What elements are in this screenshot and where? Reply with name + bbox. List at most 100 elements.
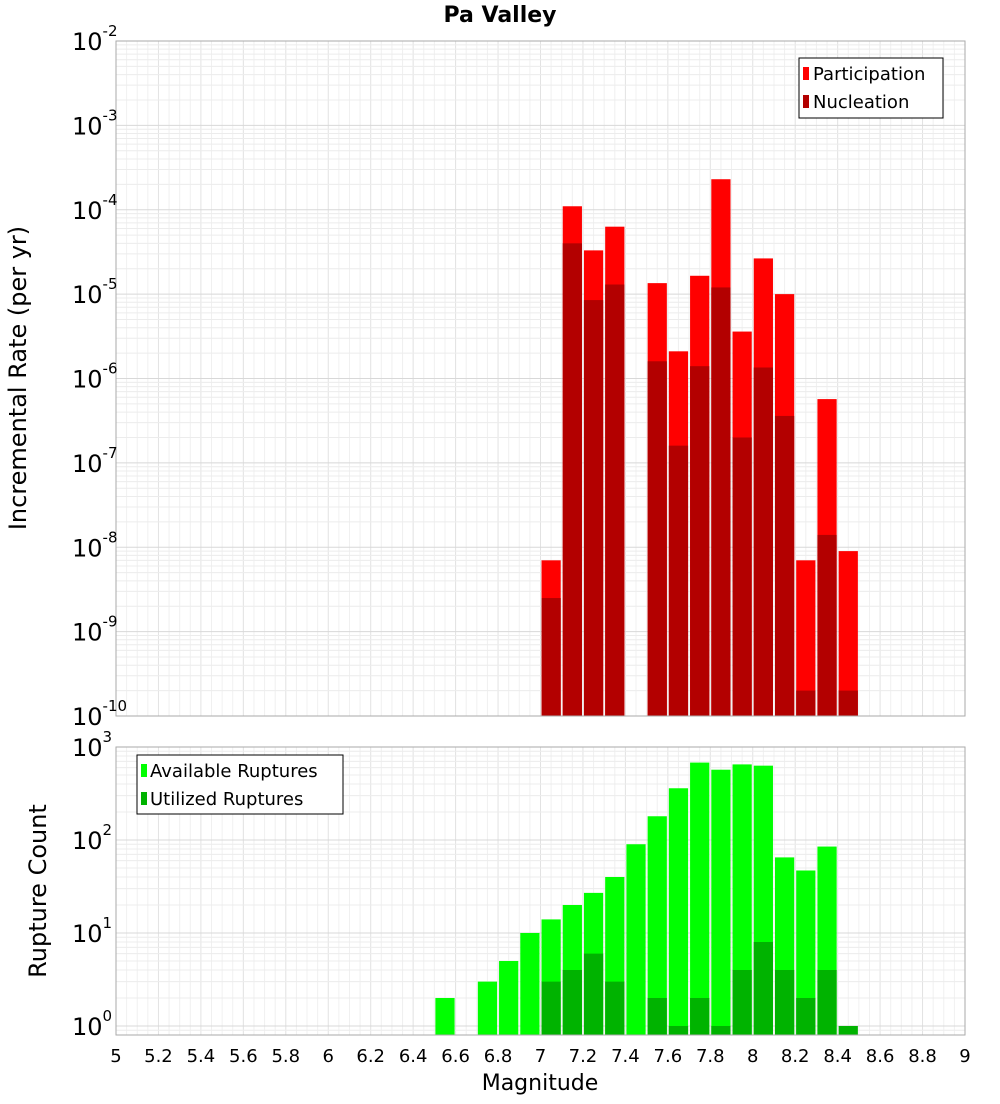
y-tick-label: 10-7 (72, 444, 118, 478)
top-y-tick-labels: 10-10 10-9 10-8 10-7 10-6 10-5 10-4 10-3 10-2 (72, 22, 127, 731)
bottom-bar-b (605, 981, 625, 1035)
x-tick-label: 6.6 (441, 1046, 470, 1067)
legend-participation-label: Participation (813, 64, 925, 85)
bottom-bar-a (647, 816, 667, 1035)
top-bar-b (605, 284, 625, 716)
x-tick-label: 7.6 (654, 1046, 683, 1067)
bottom-bar-b (583, 953, 604, 1035)
x-tick-label: 5 (110, 1046, 121, 1067)
y-tick-label: 10-8 (72, 528, 118, 562)
bottom-bar-b (753, 942, 773, 1035)
x-tick-label: 5.4 (187, 1046, 216, 1067)
x-tick-label: 6.8 (484, 1046, 513, 1067)
x-tick-label: 8.4 (823, 1046, 852, 1067)
bottom-legend-box (136, 754, 344, 815)
bottom-bar-a (796, 870, 816, 1035)
bottom-bar-a (690, 762, 710, 1035)
legend-nucleation-swatch (803, 95, 809, 108)
bottom-bar-b (690, 997, 710, 1035)
top-bar-b (562, 243, 582, 717)
top-grid (115, 40, 966, 717)
bottom-bar-b (541, 981, 561, 1035)
y-tick-label: 10-3 (72, 106, 118, 140)
bottom-bar-a (477, 981, 498, 1035)
bottom-bar-b (732, 969, 752, 1035)
y-tick-label: 10-4 (72, 191, 118, 225)
x-tick-label: 8.8 (908, 1046, 937, 1067)
top-legend: Participation Nucleation (798, 57, 944, 119)
bottom-bar-a (435, 997, 455, 1035)
bottom-bar-a (626, 844, 646, 1035)
bottom-bar-b (562, 969, 582, 1035)
x-tick-label: 6.2 (356, 1046, 385, 1067)
legend-nucleation-label: Nucleation (813, 92, 909, 113)
bottom-bar-a (668, 788, 689, 1035)
bottom-bar-b (668, 1025, 689, 1035)
top-panel: Pa Valley 10-1010-910-810-710-610-510-41… (4, 3, 966, 731)
x-tick-label: 5.2 (144, 1046, 173, 1067)
legend-available-label: Available Ruptures (150, 761, 318, 782)
bottom-bar-a (711, 769, 731, 1035)
y-tick-label: 100 (72, 1007, 112, 1041)
top-bar-b (583, 300, 604, 716)
top-bar-a (838, 551, 858, 716)
legend-participation-swatch (803, 67, 809, 80)
bottom-bar-b (711, 1025, 731, 1035)
top-bar-b (817, 534, 837, 716)
x-tick-label: 7 (535, 1046, 546, 1067)
y-tick-label: 103 (72, 728, 112, 762)
bottom-bars (435, 762, 858, 1035)
x-tick-label: 6 (323, 1046, 334, 1067)
y-tick-label: 101 (72, 914, 112, 948)
bottom-bar-b (774, 969, 795, 1035)
bottom-bar-b (817, 969, 837, 1035)
bottom-bar-a (732, 764, 752, 1035)
bottom-bar-a (520, 932, 540, 1035)
top-bar-b (838, 690, 858, 716)
x-tick-label: 7.4 (611, 1046, 640, 1067)
y-tick-label: 10-5 (72, 275, 118, 309)
bottom-legend: Available Ruptures Utilized Ruptures (136, 754, 344, 815)
y-tick-label: 102 (72, 821, 112, 855)
y-tick-label: 10-9 (72, 613, 118, 647)
top-plot-frame (115, 40, 966, 717)
top-bar-b (796, 690, 816, 716)
bottom-bar-b (796, 997, 816, 1035)
top-bar-b (774, 415, 795, 716)
legend-utilized-swatch (141, 792, 147, 805)
x-tick-label: 7.8 (696, 1046, 725, 1067)
legend-utilized-label: Utilized Ruptures (150, 789, 303, 810)
top-bar-a (796, 560, 816, 716)
bottom-y-tick-labels: 100 101 102 103 (72, 728, 112, 1041)
top-bars (541, 179, 858, 717)
top-bar-b (541, 598, 561, 716)
bottom-bar-b (838, 1025, 858, 1035)
x-tick-labels: 5 5.2 5.4 5.6 5.8 6 6.2 6.4 6.6 6.8 7 7.2 7.4 7.6 7.8 8… (110, 1046, 970, 1067)
top-bar-b (668, 445, 689, 716)
bottom-panel: 100 101 102 103 5 5.2 5.4 5.6 5.8 6 6.2 6.4 6.6 6.8 7… (24, 728, 971, 1096)
x-tick-label: 7.2 (569, 1046, 598, 1067)
x-tick-label: 5.6 (229, 1046, 258, 1067)
y-tick-label: 10-2 (72, 22, 118, 56)
bottom-bar-a (499, 960, 519, 1035)
chart-title: Pa Valley (443, 3, 556, 28)
bottom-plot-frame (115, 746, 966, 1036)
x-tick-label: 5.8 (271, 1046, 300, 1067)
x-axis-label: Magnitude (482, 1071, 599, 1096)
x-tick-label: 6.4 (399, 1046, 428, 1067)
y-tick-label: 10-10 (72, 697, 127, 731)
top-bar-b (690, 366, 710, 716)
top-bar-b (753, 367, 773, 716)
bottom-bar-b (647, 997, 667, 1035)
x-tick-label: 9 (959, 1046, 970, 1067)
top-bar-b (711, 287, 731, 716)
top-y-axis-label: Incremental Rate (per yr) (4, 226, 32, 530)
top-bar-b (647, 361, 667, 716)
top-legend-box (798, 57, 944, 119)
x-tick-label: 8.2 (781, 1046, 810, 1067)
x-tick-label: 8.6 (866, 1046, 895, 1067)
bottom-y-axis-label: Rupture Count (24, 804, 52, 978)
top-bar-b (732, 437, 752, 716)
